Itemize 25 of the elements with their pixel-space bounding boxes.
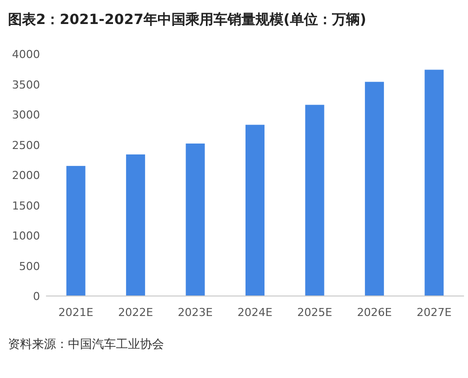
y-tick-label: 4000: [12, 48, 40, 61]
y-tick-label: 0: [33, 290, 40, 303]
x-tick-label: 2021E: [58, 306, 94, 319]
x-tick-label: 2026E: [356, 306, 392, 319]
y-tick-label: 2000: [12, 169, 40, 182]
bar: [424, 70, 444, 296]
x-tick-label: 2025E: [297, 306, 332, 319]
chart-title: 图表2：2021-2027年中国乘用车销量规模(单位：万辆): [8, 11, 366, 28]
text: 资料来源：中国汽车工业协会: [8, 337, 164, 351]
y-tick-label: 500: [19, 260, 40, 273]
bar: [126, 154, 146, 296]
x-tick-label: 2023E: [178, 306, 213, 319]
bar: [66, 166, 86, 296]
bar: [305, 104, 324, 296]
y-tick-label: 1500: [12, 199, 40, 212]
y-tick-label: 3500: [12, 78, 40, 92]
y-tick-label: 3000: [12, 108, 40, 122]
y-tick-label: 1000: [12, 230, 40, 242]
x-tick-label: 2027E: [416, 306, 452, 319]
x-tick-label: 2022E: [118, 306, 154, 319]
bar: [186, 144, 205, 296]
y-tick-label: 2500: [12, 138, 40, 152]
bar: [246, 124, 264, 296]
x-tick-label: 2024E: [238, 306, 273, 319]
bar: [364, 82, 384, 296]
